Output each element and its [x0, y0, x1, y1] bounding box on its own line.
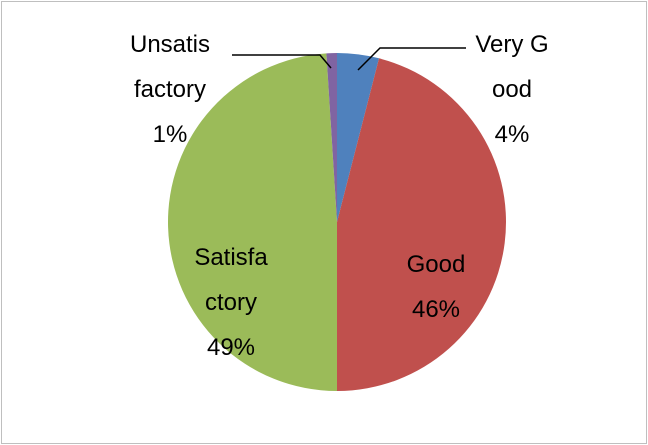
pie-slice [167, 53, 337, 391]
pie-slice [337, 53, 380, 222]
data-label: Satisfactory 49% [189, 235, 273, 370]
category-label: Very Good [475, 31, 549, 103]
data-label: Good 46% [394, 242, 478, 332]
leader-line [357, 47, 466, 71]
category-label: Good [406, 251, 466, 278]
category-label: Satisfactory [194, 244, 268, 316]
data-label: Unsatisfactory 1% [128, 22, 212, 157]
percent-label: 46% [411, 296, 461, 323]
data-label: Very Good 4% [470, 22, 554, 157]
percent-label: 4% [494, 121, 530, 148]
percent-label: 1% [152, 121, 188, 148]
percent-label: 49% [206, 334, 256, 361]
pie-slice [326, 53, 337, 222]
category-label: Unsatisfactory [129, 31, 211, 103]
leader-line [232, 54, 332, 69]
pie-slice [337, 58, 507, 392]
pie [167, 53, 507, 392]
